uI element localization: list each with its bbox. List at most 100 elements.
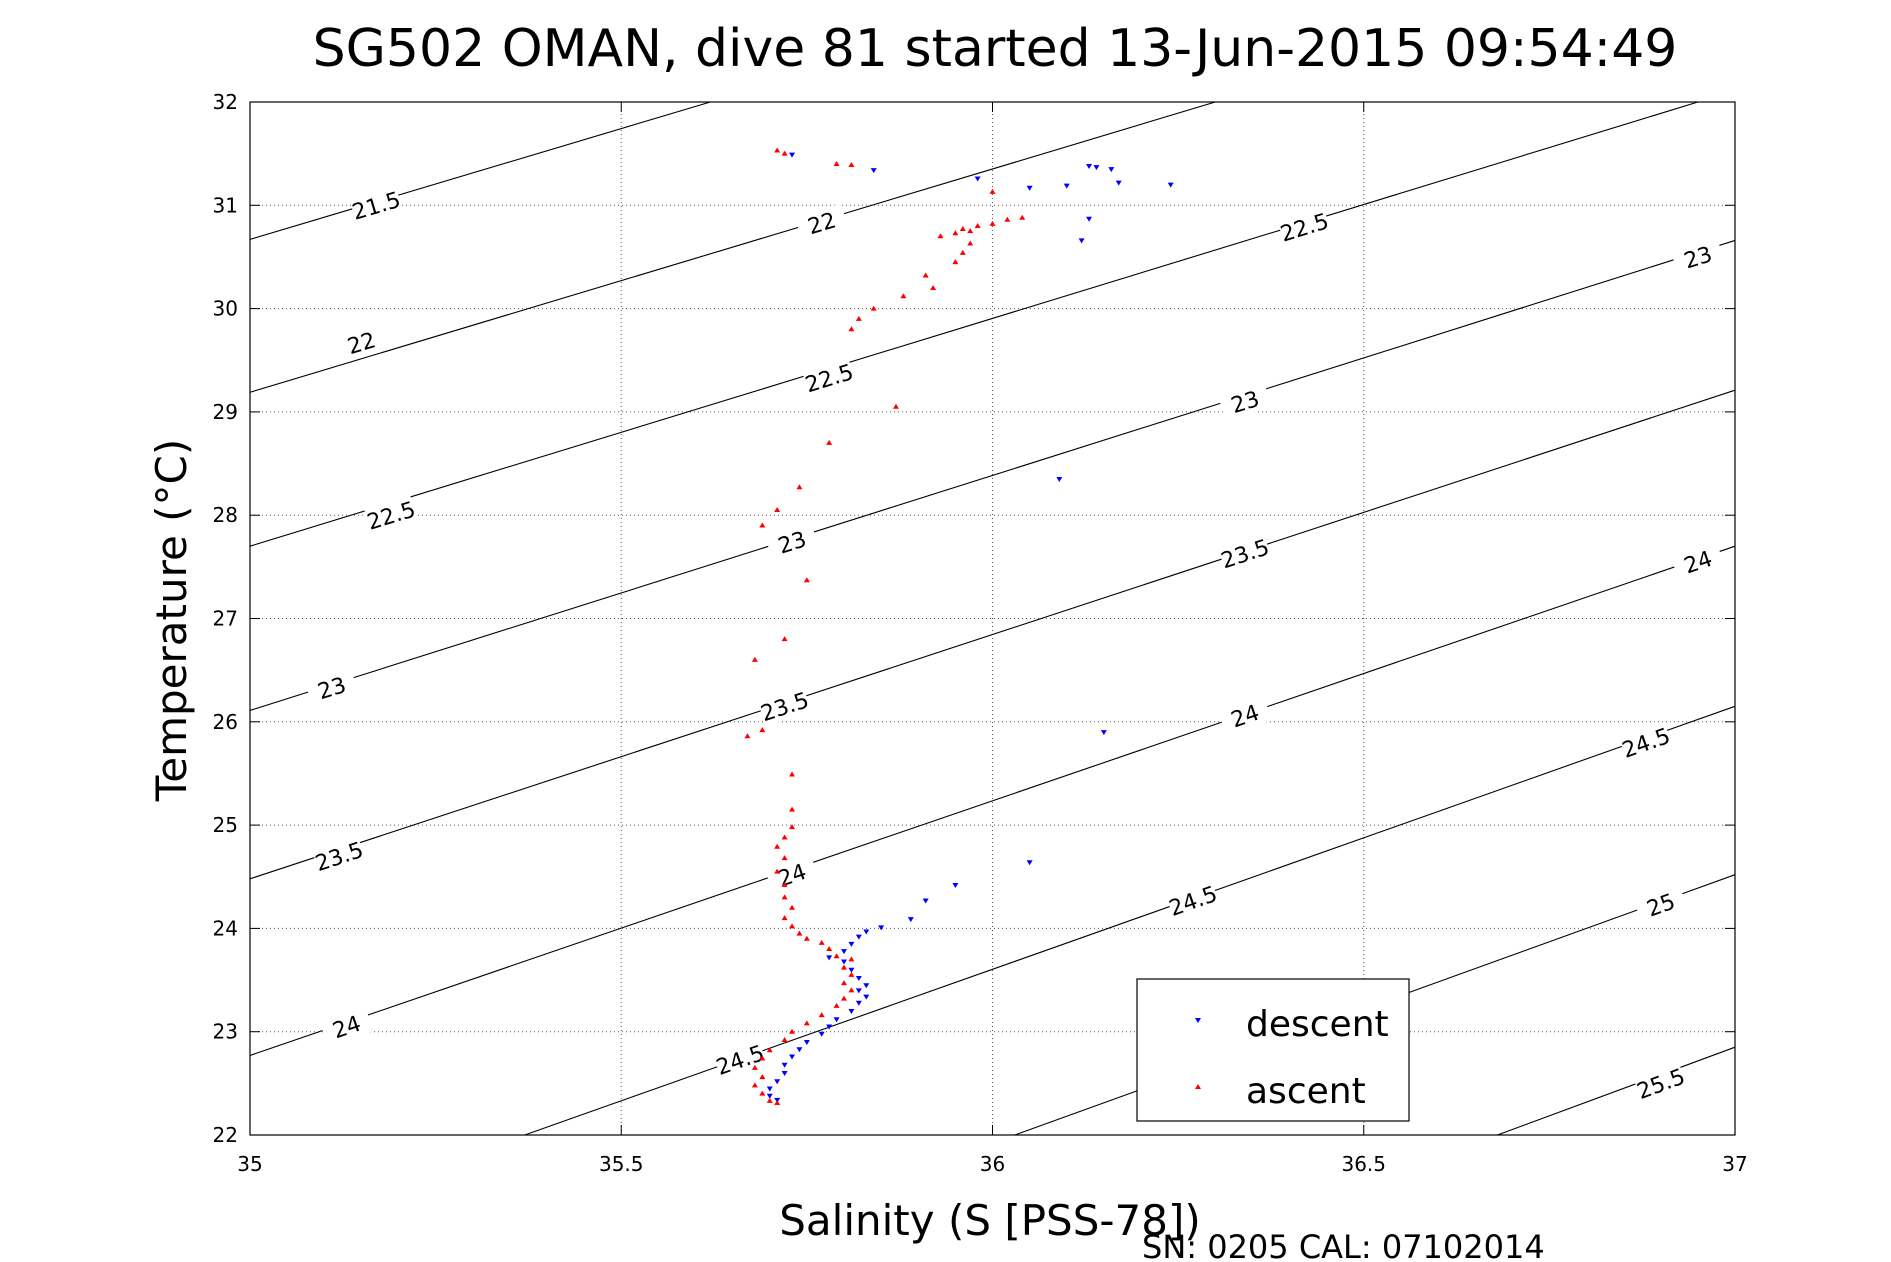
descent-point <box>1026 860 1033 866</box>
ascent-point <box>818 939 825 945</box>
ascent-point <box>848 987 855 993</box>
ascent-point <box>796 484 803 490</box>
descent-point <box>1026 185 1033 191</box>
legend-box <box>1136 978 1410 1122</box>
ascent-point <box>781 834 788 840</box>
descent-point <box>974 176 981 182</box>
descent-point <box>863 929 870 935</box>
descent-point <box>848 967 855 973</box>
ascent-point <box>789 904 796 910</box>
ascent-point <box>766 1097 773 1103</box>
ascent-point <box>759 1090 766 1096</box>
axis-ticks: 35 35.5 36 36.5 37 22 23 24 25 26 27 28 29 30 31 32 <box>213 90 1748 1176</box>
x-axis-label: Salinity (S [PSS-78]) <box>779 1196 1201 1245</box>
ascent-point <box>1004 216 1011 222</box>
ascent-point <box>870 305 877 311</box>
descent-point <box>863 983 870 989</box>
ascent-point <box>789 806 796 812</box>
contour-label-gap <box>1218 533 1272 574</box>
y-tick-label: 26 <box>213 710 238 734</box>
ascent-point <box>833 160 840 166</box>
contour-label-gap <box>1277 207 1332 247</box>
y-tick-label: 27 <box>213 607 238 631</box>
descent-point <box>922 898 929 904</box>
contour-label-gap <box>713 1039 768 1080</box>
descent-point <box>1100 730 1107 736</box>
ascent-point <box>826 946 833 952</box>
descent-point <box>848 941 855 947</box>
y-tick-label: 23 <box>213 1020 238 1044</box>
ascent-point <box>855 315 862 321</box>
ascent-point <box>952 230 959 236</box>
ascent-point <box>952 259 959 265</box>
ascent-point <box>848 971 855 977</box>
ascent-point <box>781 882 788 888</box>
y-tick-label: 32 <box>213 90 238 114</box>
contour-label-gap <box>364 495 418 535</box>
contour-label-gap <box>319 1006 374 1047</box>
contour-label-gap <box>1633 884 1688 926</box>
descent-point <box>766 1086 773 1092</box>
ascent-point <box>774 1099 781 1105</box>
descent-point <box>1115 180 1122 186</box>
chart-title: SG502 OMAN, dive 81 started 13-Jun-2015 … <box>313 19 1678 79</box>
serial-calibration-footer: SN: 0205 CAL: 07102014 <box>1142 1228 1545 1262</box>
ascent-point <box>803 1020 810 1026</box>
ascent-point <box>781 1036 788 1042</box>
contour-label-gap <box>1218 695 1272 736</box>
ascent-point <box>781 150 788 156</box>
y-tick-label: 29 <box>213 400 238 424</box>
legend-descent-marker <box>1195 1018 1201 1023</box>
density-contour-line <box>249 101 1699 547</box>
ascent-point <box>796 930 803 936</box>
y-tick-label: 31 <box>213 193 238 217</box>
ascent-point <box>922 272 929 278</box>
ascent-point <box>744 733 751 739</box>
density-contour-line <box>249 389 1736 880</box>
descent-point <box>774 1079 781 1085</box>
ascent-point <box>900 293 907 299</box>
descent-point <box>855 1000 862 1006</box>
density-contour-line <box>249 239 1736 711</box>
grid-lines <box>250 102 1735 1135</box>
contour-label-gap <box>312 836 366 876</box>
ascent-point <box>841 964 847 970</box>
contour-label-gap <box>765 522 819 562</box>
ascent-point <box>774 147 781 153</box>
ascent-point <box>848 326 855 332</box>
contour-label-gap <box>802 358 856 398</box>
x-tick-label: 35.5 <box>599 1152 644 1176</box>
ascent-point <box>774 868 781 874</box>
contour-label-gap <box>1166 880 1220 921</box>
contour-label-gap <box>349 185 403 225</box>
density-contour-line <box>249 545 1736 1056</box>
y-axis-label: Temperature (°C) <box>147 439 196 803</box>
ascent-point <box>818 1012 825 1018</box>
ascent-point <box>930 284 937 290</box>
contour-label-gap <box>794 203 849 243</box>
ascent-point <box>766 1047 773 1053</box>
ascent-point <box>989 188 996 194</box>
y-tick-label: 22 <box>213 1123 238 1147</box>
descent-point <box>803 1040 810 1046</box>
x-tick-label: 37 <box>1722 1152 1747 1176</box>
ascent-point <box>967 228 974 234</box>
ascent-point <box>848 162 855 168</box>
descent-point <box>766 1093 773 1099</box>
ascent-point <box>789 1028 796 1034</box>
descent-point <box>789 152 796 158</box>
descent-point <box>1093 165 1100 171</box>
descent-point <box>952 883 959 889</box>
descent-point <box>1078 238 1085 244</box>
y-tick-label: 30 <box>213 297 238 321</box>
x-tick-label: 35 <box>237 1152 262 1176</box>
ascent-point <box>826 439 833 445</box>
descent-point <box>841 959 847 965</box>
ascent-point <box>841 995 847 1001</box>
descent-point <box>848 1009 855 1015</box>
descent-point <box>855 975 862 981</box>
descent-point <box>1108 167 1115 173</box>
density-contour-line <box>249 101 1216 393</box>
ascent-point <box>959 249 966 255</box>
x-tick-label: 36 <box>980 1152 1005 1176</box>
